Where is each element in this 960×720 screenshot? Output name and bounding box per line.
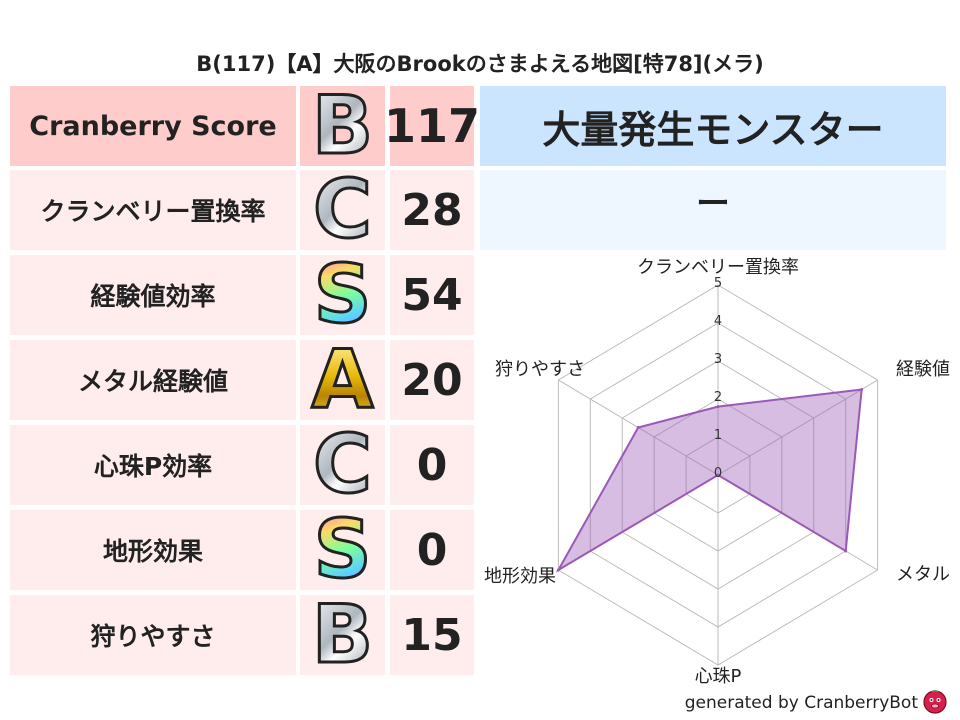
metric-label: メタル経験値 (10, 340, 296, 420)
metric-label: 経験値効率 (10, 255, 296, 335)
metric-grade-badge: A (300, 333, 385, 426)
metric-label: クランベリー置換率 (10, 170, 296, 250)
axis-label: クランベリー置換率 (637, 257, 799, 278)
grade-letter: A (310, 333, 375, 426)
metric-label: 心珠P効率 (10, 425, 296, 505)
cranberry-mascot-icon (923, 690, 947, 714)
metric-value: 15 (390, 595, 474, 675)
score-grade-badge: B (300, 79, 385, 172)
metric-grade-badge: C (300, 163, 385, 256)
metric-grade-badge: S (300, 503, 385, 596)
metric-value: 0 (390, 425, 474, 505)
tick-label: 4 (714, 314, 722, 329)
score-label: Cranberry Score (10, 86, 296, 166)
metric-value: 54 (390, 255, 474, 335)
tick-label: 0 (714, 466, 722, 481)
axis-label: 狩りやすさ (495, 359, 585, 380)
tick-label: 3 (714, 352, 722, 367)
metric-value: 20 (390, 340, 474, 420)
data-point (716, 405, 720, 409)
axis-label: 心珠P (695, 666, 742, 687)
metric-grade-badge: B (300, 588, 385, 681)
axis-label: メタル (896, 564, 950, 585)
data-point (860, 388, 864, 391)
metric-grade-badge: C (300, 418, 385, 511)
data-point (716, 473, 720, 477)
metric-value: 0 (390, 510, 474, 590)
grid-spoke (717, 379, 878, 476)
monster-value: ー (480, 170, 946, 250)
grade-letter: B (311, 79, 375, 172)
data-polygon (555, 388, 863, 573)
tick-label: 1 (714, 428, 722, 443)
axis-label: 地形効果 (484, 566, 556, 587)
grade-letter: B (311, 588, 375, 681)
metric-label: 地形効果 (10, 510, 296, 590)
page-title: B(117)【A】大阪のBrookのさまよえる地図[特78](メラ) (196, 52, 764, 76)
grade-letter: S (312, 503, 373, 596)
axis-label: 経験値 (896, 359, 950, 380)
metric-label: 狩りやすさ (10, 595, 296, 675)
data-point (636, 426, 640, 429)
tick-label: 5 (714, 276, 722, 291)
metric-grade-badge: S (300, 248, 385, 341)
data-point (844, 549, 848, 553)
grade-letter: C (312, 418, 374, 511)
data-point (556, 568, 560, 572)
score-value: 117 (384, 86, 480, 166)
footer-credit: generated by CranberryBot (684, 693, 918, 713)
metric-value: 28 (390, 170, 474, 250)
monster-header: 大量発生モンスター (480, 86, 946, 166)
grade-letter: C (312, 163, 374, 256)
tick-label: 2 (714, 390, 722, 405)
grade-letter: S (312, 248, 373, 341)
